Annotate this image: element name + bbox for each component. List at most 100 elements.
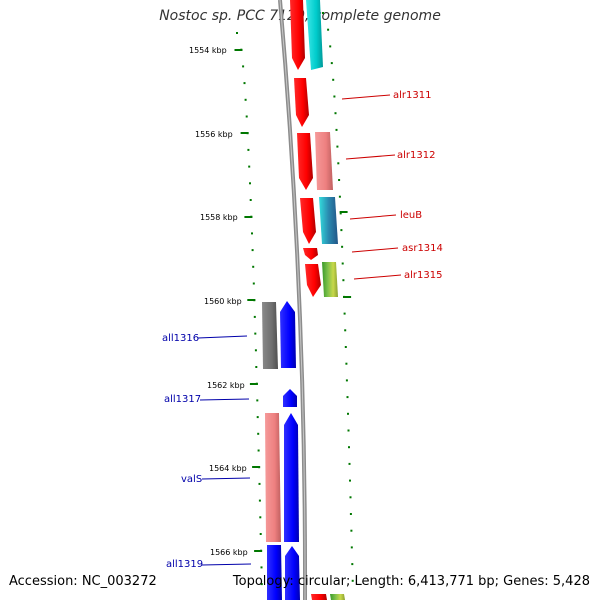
gene-arrow[interactable] <box>303 248 318 260</box>
gene-arrow[interactable] <box>330 594 345 600</box>
scale-tick <box>259 533 262 535</box>
scale-tick <box>341 262 344 265</box>
scale-tick <box>349 496 352 499</box>
scale-major-tick <box>343 296 352 298</box>
label-leader <box>351 247 399 253</box>
scale-tick <box>338 179 341 181</box>
scale-label-1562: 1562 kbp <box>207 381 245 390</box>
scale-tick <box>348 446 350 449</box>
gene-label-alr1312[interactable]: alr1312 <box>397 150 435 161</box>
label-leader <box>201 477 251 480</box>
scale-tick <box>236 32 238 34</box>
gene-arrow[interactable] <box>322 262 338 297</box>
gene-arrow[interactable] <box>294 78 309 127</box>
gene-label-leuB[interactable]: leuB <box>400 210 422 221</box>
scale-tick <box>251 249 254 252</box>
gene-arrow[interactable] <box>262 302 278 369</box>
scale-tick <box>342 279 345 282</box>
scale-tick <box>344 346 347 348</box>
scale-tick <box>242 65 245 68</box>
gene-arrow[interactable] <box>311 594 327 600</box>
scale-labels: 1554 kbp 1556 kbp 1558 kbp 1560 kbp 1562… <box>189 46 248 557</box>
scale-tick <box>255 366 258 368</box>
scale-tick <box>253 315 256 318</box>
forward-gene-labels: alr1311 alr1312 leuB asr1314 alr1315 <box>341 90 443 281</box>
gene-arrow[interactable] <box>305 264 321 297</box>
label-leader <box>341 94 391 100</box>
scale-label-1558: 1558 kbp <box>200 213 238 222</box>
scale-tick <box>350 529 353 532</box>
scale-tick <box>350 546 353 549</box>
scale-tick <box>351 579 354 582</box>
gene-label-all1316[interactable]: all1316 <box>162 333 199 344</box>
gene-arrow[interactable] <box>315 132 333 190</box>
gene-label-asr1314[interactable]: asr1314 <box>402 243 443 254</box>
scale-label-1564: 1564 kbp <box>209 464 247 473</box>
scale-tick <box>260 566 263 569</box>
gene-arrow[interactable] <box>283 389 297 407</box>
scale-tick <box>244 98 247 101</box>
scale-tick <box>257 449 260 452</box>
scale-tick <box>245 115 248 118</box>
genome-backbone-highlight <box>279 0 306 600</box>
gene-arrow[interactable] <box>265 413 281 542</box>
scale-tick <box>256 399 259 402</box>
label-leader <box>201 563 252 566</box>
scale-tick <box>338 195 341 198</box>
scale-tick <box>336 145 339 148</box>
gene-arrow[interactable] <box>285 546 300 600</box>
scale-major-tick <box>240 132 249 134</box>
scale-tick <box>322 12 324 14</box>
gene-label-valS[interactable]: valS <box>181 474 202 485</box>
scale-major-tick <box>254 550 263 552</box>
gene-label-all1319[interactable]: all1319 <box>166 559 203 570</box>
scale-tick <box>332 78 335 81</box>
scale-label-1566: 1566 kbp <box>210 548 248 557</box>
scale-major-tick <box>234 49 243 51</box>
scale-tick <box>349 513 352 515</box>
gene-arrow[interactable] <box>267 545 282 600</box>
scale-label-1556: 1556 kbp <box>195 130 233 139</box>
scale-track-right <box>322 12 354 582</box>
scale-tick <box>340 229 343 232</box>
reverse-strand-genes <box>262 301 300 600</box>
scale-tick <box>258 499 261 502</box>
scale-tick <box>344 329 347 332</box>
scale-tick <box>249 182 251 185</box>
scale-tick <box>251 232 253 235</box>
gene-arrow[interactable] <box>300 198 316 244</box>
scale-major-tick <box>249 383 258 385</box>
label-leader <box>353 274 402 280</box>
gene-arrow[interactable] <box>290 0 305 70</box>
label-leader <box>197 335 248 339</box>
scale-tick <box>329 45 332 48</box>
gene-arrow[interactable] <box>319 197 338 244</box>
gene-arrow[interactable] <box>306 0 323 70</box>
gene-arrow[interactable] <box>284 413 299 542</box>
label-leader <box>345 154 396 160</box>
scale-tick <box>349 479 351 482</box>
scale-tick <box>351 563 354 566</box>
scale-tick <box>339 212 342 215</box>
gene-label-alr1315[interactable]: alr1315 <box>404 270 442 281</box>
scale-tick <box>259 516 262 519</box>
scale-tick <box>327 28 330 31</box>
gene-label-all1317[interactable]: all1317 <box>164 394 201 405</box>
label-leader <box>349 214 397 220</box>
gene-label-alr1311[interactable]: alr1311 <box>393 90 431 101</box>
scale-tick <box>257 432 260 435</box>
scale-tick <box>254 349 257 352</box>
scale-tick <box>334 112 337 115</box>
scale-tick <box>249 199 252 201</box>
scale-tick <box>347 429 350 432</box>
scale-major-tick <box>252 466 261 468</box>
scale-tick <box>258 482 261 485</box>
scale-tick <box>347 412 349 415</box>
gene-arrow[interactable] <box>280 301 296 368</box>
forward-strand-genes <box>290 0 345 600</box>
reverse-gene-labels: all1316 all1317 valS all1319 <box>162 333 252 570</box>
scale-tick <box>335 128 338 131</box>
gene-arrow[interactable] <box>297 133 313 190</box>
